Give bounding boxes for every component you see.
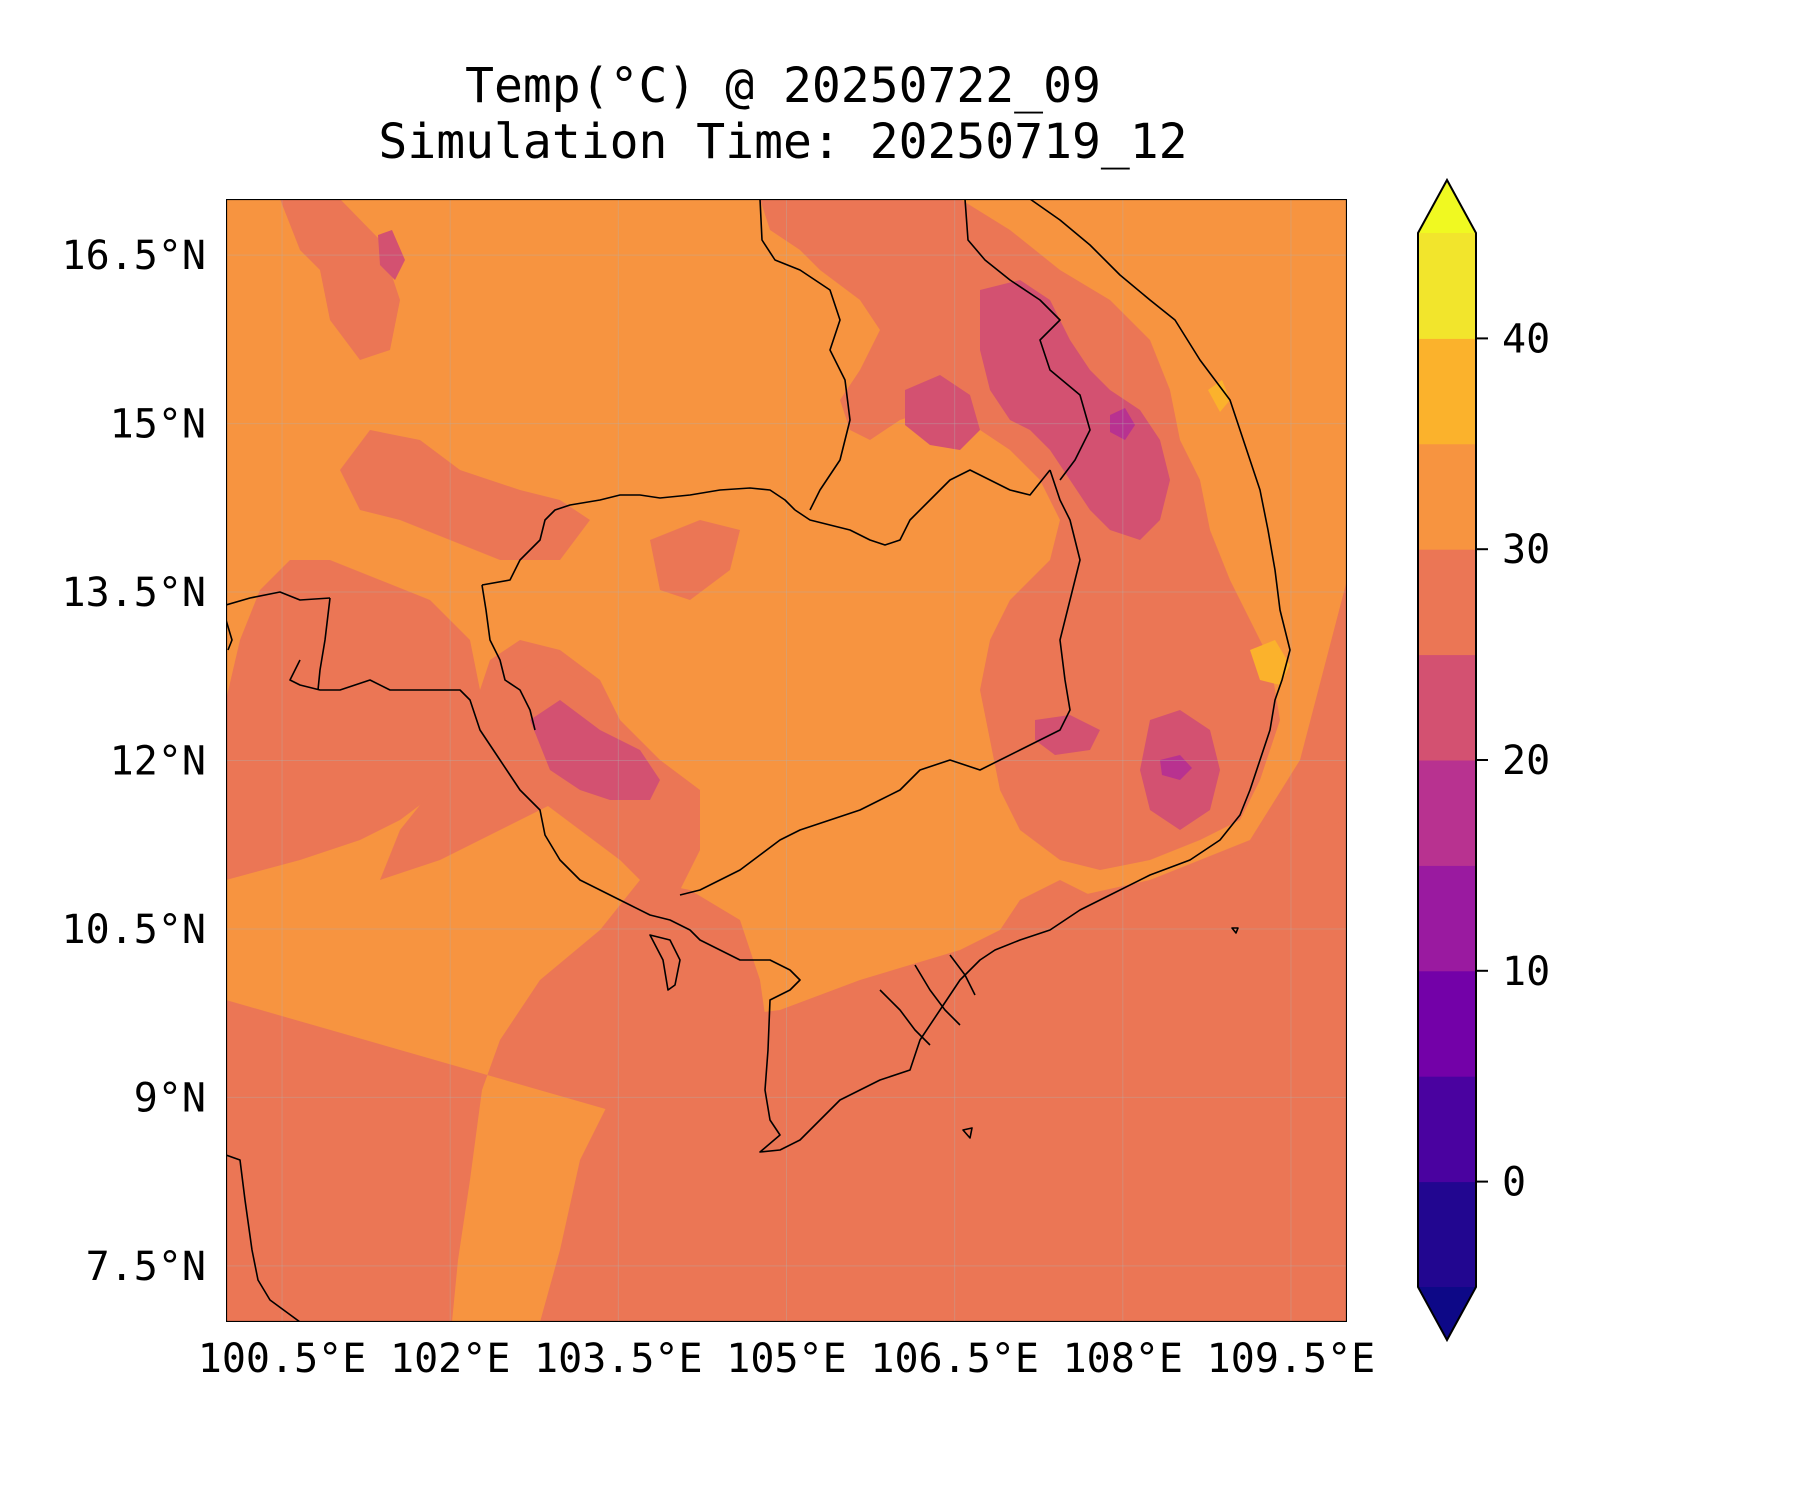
colorbar: 0 10 20 30 40	[1417, 177, 1550, 1343]
coastline-west	[226, 619, 233, 651]
colorbar-tick-label: 20	[1502, 738, 1550, 784]
lat-tick-label: 12°N	[110, 739, 206, 785]
title-line-1: Temp(°C) @ 20250722_09	[465, 58, 1101, 114]
colorbar-tick-label: 40	[1502, 316, 1550, 362]
lat-tick-label: 16.5°N	[62, 233, 207, 279]
border-laos-vietnam	[964, 199, 1091, 481]
colorbar-band	[1418, 233, 1476, 339]
border-thailand-myanmar	[226, 591, 331, 606]
lon-tick-label: 106.5°E	[870, 1336, 1039, 1382]
colorbar-band	[1418, 338, 1476, 445]
colorbar-tick-label: 10	[1502, 949, 1550, 995]
border-thailand-cambodia-south	[481, 584, 536, 731]
lat-tick-label: 15°N	[110, 402, 206, 448]
colorbar-band	[1418, 654, 1476, 761]
lon-tick-label: 105°E	[726, 1336, 846, 1382]
map-panel	[226, 199, 1347, 1322]
temperature-contour-20-25-laos-plateau	[905, 375, 980, 450]
temperature-contour-25-30-west	[340, 430, 590, 560]
island-con-dao	[962, 1127, 973, 1139]
coastline-mainland	[289, 199, 1291, 1153]
colorbar-band	[1418, 549, 1476, 656]
lon-tick-label: 100.5°E	[198, 1336, 367, 1382]
mekong-channel-1	[879, 989, 931, 1046]
lat-tick-labels: 16.5°N 15°N 13.5°N 12°N 10.5°N 9°N 7.5°N	[62, 233, 207, 1290]
colorbar-outline	[1417, 177, 1477, 1343]
border-thailand-cambodia	[481, 487, 796, 586]
temperature-contour-35-40-coast-south	[1250, 640, 1290, 685]
temperature-contour-25-30-northwest	[280, 199, 400, 360]
colorbar-band	[1418, 760, 1476, 866]
temperature-contour-25-30-gulf-west	[226, 560, 480, 880]
colorbar-tick-label: 0	[1502, 1160, 1526, 1206]
lat-tick-label: 9°N	[134, 1075, 206, 1121]
title-line-2: Simulation Time: 20250719_12	[378, 114, 1187, 170]
colorbar-band	[1418, 443, 1476, 550]
colorbar-band	[1418, 1076, 1476, 1183]
lon-tick-label: 102°E	[390, 1336, 510, 1382]
mekong-channel-2	[914, 964, 961, 1026]
temperature-contour-15-20-annamite	[1110, 408, 1135, 440]
colorbar-band	[1418, 1181, 1476, 1288]
lat-tick-label: 10.5°N	[62, 907, 207, 953]
temperature-contour-25-30-east-highlands	[760, 199, 1280, 870]
gridlines	[226, 199, 1347, 1322]
island-phu-quoc	[649, 934, 681, 991]
temperature-contour-20-25-cardamom	[530, 700, 660, 800]
temperature-contour-20-25-mondulkiri	[1035, 715, 1100, 755]
temperature-contour-25-30-central-patch	[650, 520, 740, 600]
lat-tick-label: 13.5°N	[62, 570, 207, 616]
border-cambodia-laos	[794, 469, 1051, 546]
temperature-contour-35-40-coast-north	[1208, 380, 1230, 412]
colorbar-band	[1418, 970, 1476, 1077]
border-thailand-laos	[759, 199, 851, 511]
lon-tick-label: 108°E	[1063, 1336, 1183, 1382]
lon-tick-label: 109.5°E	[1207, 1336, 1376, 1382]
mekong-channel-3	[949, 954, 976, 996]
colorbar-extend-under	[1418, 1287, 1476, 1340]
colorbar-band	[1418, 865, 1476, 972]
coastline-malay-peninsula	[226, 1154, 301, 1322]
temperature-contour-20-25-northwest	[378, 230, 405, 280]
lon-tick-labels: 100.5°E 102°E 103.5°E 105°E 106.5°E 108°E 109.…	[198, 1336, 1375, 1382]
border-thailand-inner	[317, 597, 331, 691]
island-small-east	[1231, 927, 1239, 934]
temperature-contour-25-30-sea-south	[540, 820, 1347, 1322]
lat-tick-label: 7.5°N	[86, 1244, 206, 1290]
colorbar-extend-over	[1418, 180, 1476, 233]
lon-tick-label: 103.5°E	[534, 1336, 703, 1382]
border-cambodia-vietnam	[679, 469, 1081, 896]
temperature-contour-20-25-annamite-north	[980, 280, 1170, 540]
temperature-contour-15-20-central-highlands	[1160, 755, 1192, 780]
colorbar-tick-label: 30	[1502, 527, 1550, 573]
